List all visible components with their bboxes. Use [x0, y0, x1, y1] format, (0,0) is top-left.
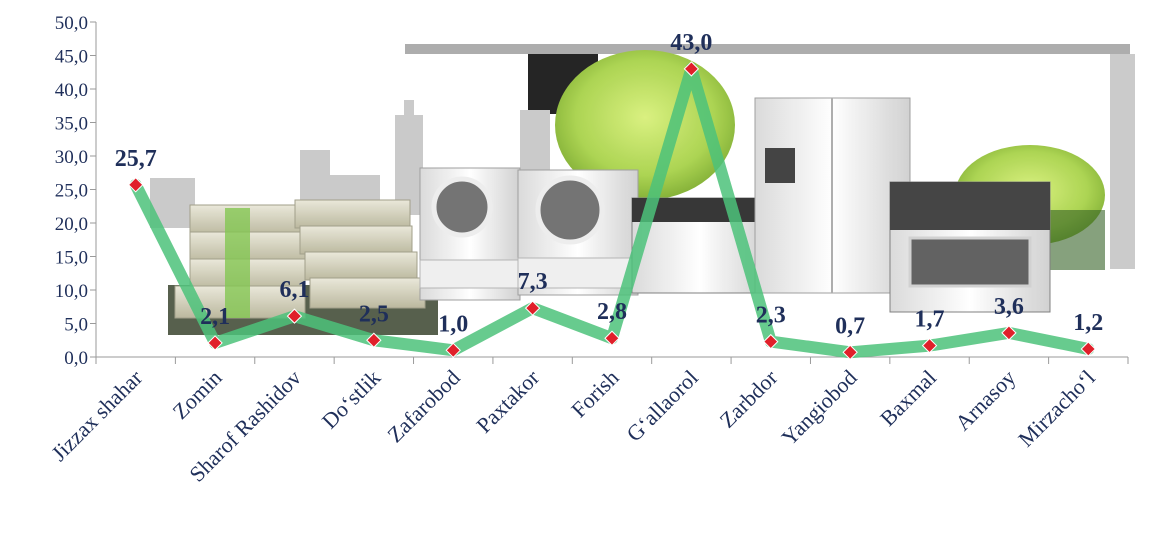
data-label: 6,1 — [279, 277, 309, 303]
data-label: 2,3 — [756, 303, 786, 329]
y-tick-label: 5,0 — [64, 315, 88, 336]
refrigerator-icon — [754, 97, 911, 294]
y-tick-label: 40,0 — [55, 80, 88, 101]
data-point-marker — [1001, 325, 1017, 341]
data-label: 3,6 — [994, 294, 1024, 320]
data-label: 2,8 — [597, 299, 627, 325]
y-tick-label: 50,0 — [55, 13, 88, 34]
data-point-marker — [763, 333, 779, 350]
category-label: Do‘stlik — [317, 365, 386, 434]
data-point-marker — [286, 308, 303, 324]
category-label: G‘allaorol — [621, 365, 703, 447]
data-label: 0,7 — [835, 313, 865, 339]
data-label: 43,0 — [670, 30, 712, 56]
data-label: 25,7 — [115, 146, 157, 172]
y-tick-label: 15,0 — [55, 248, 88, 269]
y-tick-label: 35,0 — [55, 114, 88, 135]
y-tick-label: 0,0 — [64, 348, 88, 369]
category-label: Zafarobod — [382, 365, 464, 447]
y-tick-label: 20,0 — [55, 214, 88, 235]
y-tick-label: 10,0 — [55, 281, 88, 302]
data-point-marker — [524, 300, 541, 316]
y-tick-label: 45,0 — [55, 47, 88, 68]
background-illustration — [150, 44, 1135, 335]
category-label: Baxmal — [875, 365, 941, 431]
washing-machine-icon — [419, 167, 639, 301]
category-label: Paxtakor — [471, 364, 544, 437]
data-point-marker — [683, 61, 700, 77]
y-tick-label: 30,0 — [55, 147, 88, 168]
data-label: 1,7 — [915, 307, 945, 333]
category-label: Forish — [566, 365, 623, 422]
data-markers — [127, 61, 1097, 361]
y-tick-labels: 0,0 5,0 10,0 15,0 20,0 25,0 30,0 35,0 40,0 45,0 50… — [55, 13, 88, 369]
category-label: Yangiobod — [776, 365, 861, 450]
data-point-marker — [366, 332, 382, 348]
data-label: 2,1 — [200, 304, 230, 330]
right-panel — [1110, 54, 1135, 269]
y-tick-label: 25,0 — [55, 181, 88, 202]
shelf-bar — [405, 44, 1130, 54]
money-stacks-icon — [168, 199, 438, 335]
data-labels: 25,7 2,1 6,1 2,5 1,0 7,3 2,8 43,0 2,3 0,7 1,7 3,6 1,… — [115, 30, 1104, 339]
x-tick-marks — [95, 357, 1129, 364]
data-point-marker — [842, 344, 858, 361]
data-label: 2,5 — [359, 301, 389, 327]
category-label: Arnasoy — [950, 365, 1020, 435]
y-tick-marks — [90, 21, 96, 358]
category-label: Zarbdor — [715, 364, 783, 432]
data-point-marker — [604, 330, 620, 346]
category-label: Zomin — [167, 365, 226, 424]
data-point-marker — [445, 342, 461, 359]
data-label: 7,3 — [518, 269, 548, 295]
stove-icon — [889, 181, 1051, 313]
category-label: Jizzax shahar — [46, 364, 148, 466]
data-label: 1,2 — [1073, 310, 1103, 336]
data-point-marker — [921, 337, 938, 354]
data-label: 1,0 — [438, 311, 468, 337]
data-point-marker — [127, 177, 144, 193]
data-point-marker — [1080, 341, 1097, 357]
data-point-marker — [207, 335, 223, 351]
category-label: Mirzacho‘l — [1013, 365, 1100, 452]
